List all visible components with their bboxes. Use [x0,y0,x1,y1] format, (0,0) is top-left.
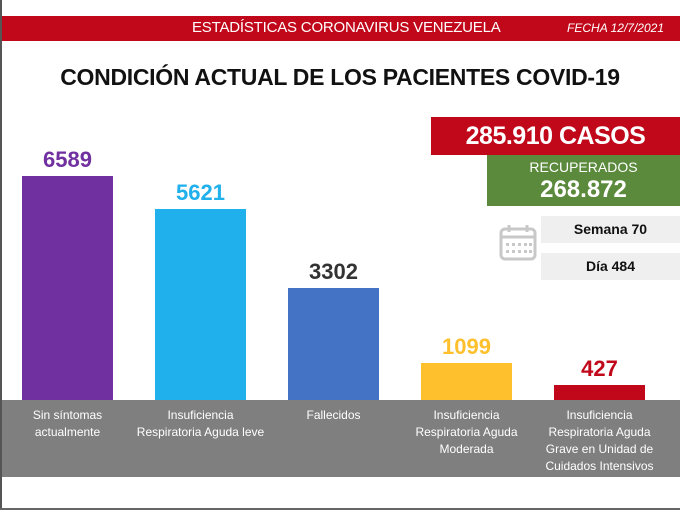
total-cases-box: 285.910 CASOS [431,117,680,155]
chart-title: CONDICIÓN ACTUAL DE LOS PACIENTES COVID-… [60,64,620,90]
data-label-3: 3302 [309,259,358,284]
header-date: FECHA 12/7/2021 [567,21,664,35]
bar-2 [155,209,246,400]
category-label-5: Insuficiencia Respiratoria Aguda Grave e… [545,408,654,473]
header-title: ESTADÍSTICAS CORONAVIRUS VENEZUELA [192,19,501,36]
data-label-4: 1099 [442,334,491,359]
data-label-1: 6589 [43,147,92,172]
category-label-3: Fallecidos [306,408,361,422]
bottom-border [0,508,680,510]
recovered-box: RECUPERADOS 268.872 [487,155,680,206]
data-label-2: 5621 [176,180,225,205]
left-border [0,0,2,510]
header-bar: ESTADÍSTICAS CORONAVIRUS VENEZUELA FECHA… [2,16,680,41]
day-box: Día 484 [541,253,680,280]
bar-4 [421,363,512,400]
week-box: Semana 70 [541,216,680,243]
bar-1 [22,176,113,400]
category-label-1: Sin síntomas actualmente [32,408,103,439]
category-band [2,400,680,477]
category-label-2: Insuficiencia Respiratoria Aguda leve [136,408,265,439]
recovered-label: RECUPERADOS [529,159,638,175]
data-label-5: 427 [581,356,618,381]
bar-5 [554,385,645,400]
category-label-4: Insuficiencia Respiratoria Aguda Moderad… [415,408,518,456]
recovered-value: 268.872 [540,176,627,203]
calendar-icon [499,225,537,261]
bar-3 [288,288,379,400]
